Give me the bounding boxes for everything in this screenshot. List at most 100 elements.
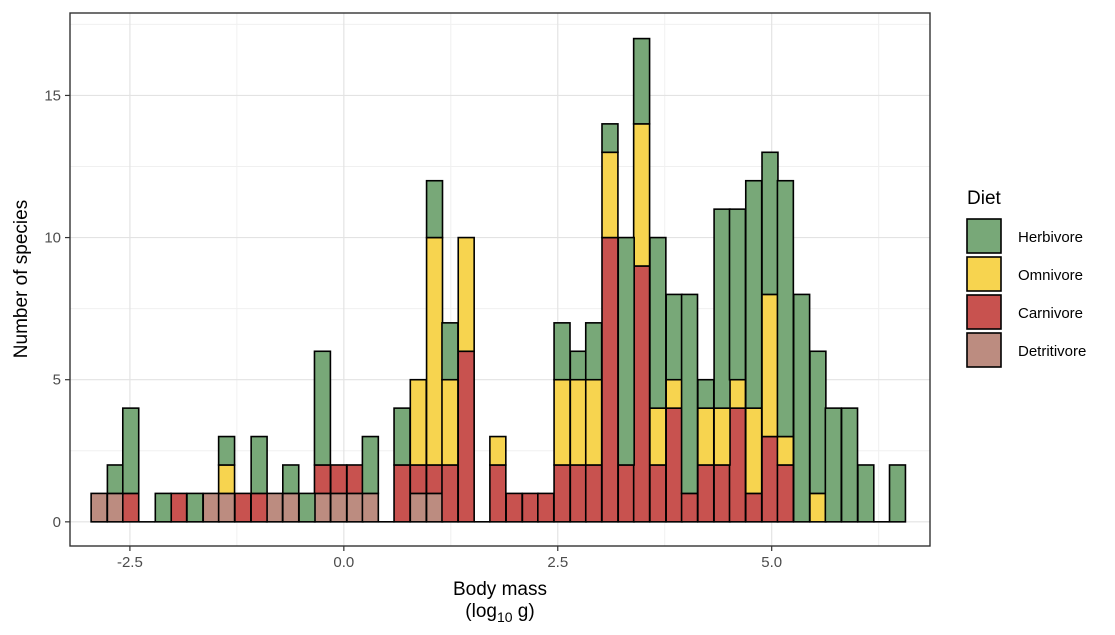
legend-swatch-herbivore [966,218,1002,254]
bar-carnivore [425,464,444,495]
bar-herbivore [680,293,699,495]
bar-omnivore [553,378,571,466]
bar-herbivore [744,179,763,409]
bar-carnivore [569,464,588,523]
bar-carnivore [632,265,651,523]
x-tick-label: 2.5 [547,554,568,571]
bar-omnivore [697,407,715,466]
bar-herbivore [282,464,300,495]
bar-carnivore [329,464,348,495]
bar-detritivore [361,492,380,523]
bar-omnivore [409,378,428,466]
y-axis-ticks: 0 5 10 15 [44,87,70,531]
bar-omnivore [632,123,651,267]
bar-carnivore [697,464,715,523]
bar-herbivore [441,322,459,381]
bar-herbivore [649,236,667,409]
bar-carnivore [313,464,332,495]
bar-detritivore [106,492,125,523]
bar-carnivore [713,464,731,523]
x-axis-ticks: -2.5 0.0 2.5 5.0 [117,546,782,571]
bar-herbivore [217,435,236,466]
bar-herbivore [824,407,843,523]
bar-herbivore [697,378,715,409]
bar-herbivore [792,293,811,523]
bar-herbivore [776,179,795,438]
bar-carnivore [489,464,507,523]
bar-detritivore [90,492,108,523]
bar-herbivore [840,407,859,523]
bar-herbivore [298,492,316,523]
bar-carnivore [665,407,683,523]
legend: Diet Herbivore Omnivore Carnivore Detritivo… [966,188,1086,368]
bar-omnivore [569,378,588,466]
bar-herbivore [569,350,588,381]
bar-herbivore [809,350,827,495]
bar-omnivore [761,293,779,438]
bar-carnivore [553,464,571,523]
bar-carnivore [234,492,252,523]
bar-omnivore [713,407,731,466]
bar-omnivore [665,378,683,409]
bar-omnivore [457,236,475,353]
bar-carnivore [505,492,523,523]
bar-herbivore [728,208,747,381]
bar-carnivore [680,492,699,523]
bar-omnivore [601,151,619,239]
bar-omnivore [776,435,795,466]
bar-detritivore [346,492,364,523]
bar-carnivore [250,492,268,523]
bar-carnivore [393,464,411,523]
x-axis-unit-prefix: (log [465,601,497,622]
bar-carnivore [649,464,667,523]
bar-carnivore [761,435,779,523]
bar-detritivore [265,492,284,523]
bar-carnivore [776,464,795,523]
legend-swatch-carnivore [966,294,1002,330]
x-axis-title: Body mass [453,579,547,600]
bar-detritivore [409,492,428,523]
y-tick-label: 5 [53,372,61,389]
bars [90,37,907,523]
bar-herbivore [761,151,779,296]
bar-herbivore [857,464,875,523]
bar-herbivore [617,236,635,466]
bar-detritivore [217,492,236,523]
bar-carnivore [617,464,635,523]
bar-omnivore [217,464,236,495]
bar-carnivore [457,350,475,523]
legend-items: Herbivore Omnivore Carnivore Detritivore [966,218,1086,368]
x-axis-unit: (log10 g) [465,601,534,625]
legend-swatch-detritivore [966,332,1002,368]
bar-carnivore [169,492,188,523]
bar-herbivore [313,350,332,466]
bar-omnivore [728,378,747,409]
legend-label-herbivore: Herbivore [1018,229,1083,246]
y-tick-label: 0 [53,514,61,531]
bar-herbivore [250,435,268,495]
y-tick-label: 10 [44,230,61,247]
bar-herbivore [713,208,731,409]
bar-omnivore [425,236,444,466]
bar-carnivore [584,464,603,523]
bar-carnivore [409,464,428,495]
y-axis-title: Number of species [11,200,32,358]
bar-detritivore [313,492,332,523]
bar-carnivore [728,407,747,523]
bar-carnivore [537,492,555,523]
bar-herbivore [553,322,571,381]
bar-carnivore [521,492,540,523]
x-axis-unit-suffix: g) [513,601,535,622]
bar-omnivore [584,378,603,466]
bar-herbivore [665,293,683,381]
bar-omnivore [489,435,507,466]
bar-omnivore [744,407,763,495]
x-tick-label: 0.0 [333,554,354,571]
bar-herbivore [632,37,651,125]
bar-omnivore [441,378,459,466]
bar-herbivore [361,435,380,495]
plot-border [69,12,931,547]
bar-herbivore [186,492,204,523]
bar-carnivore [744,492,763,523]
